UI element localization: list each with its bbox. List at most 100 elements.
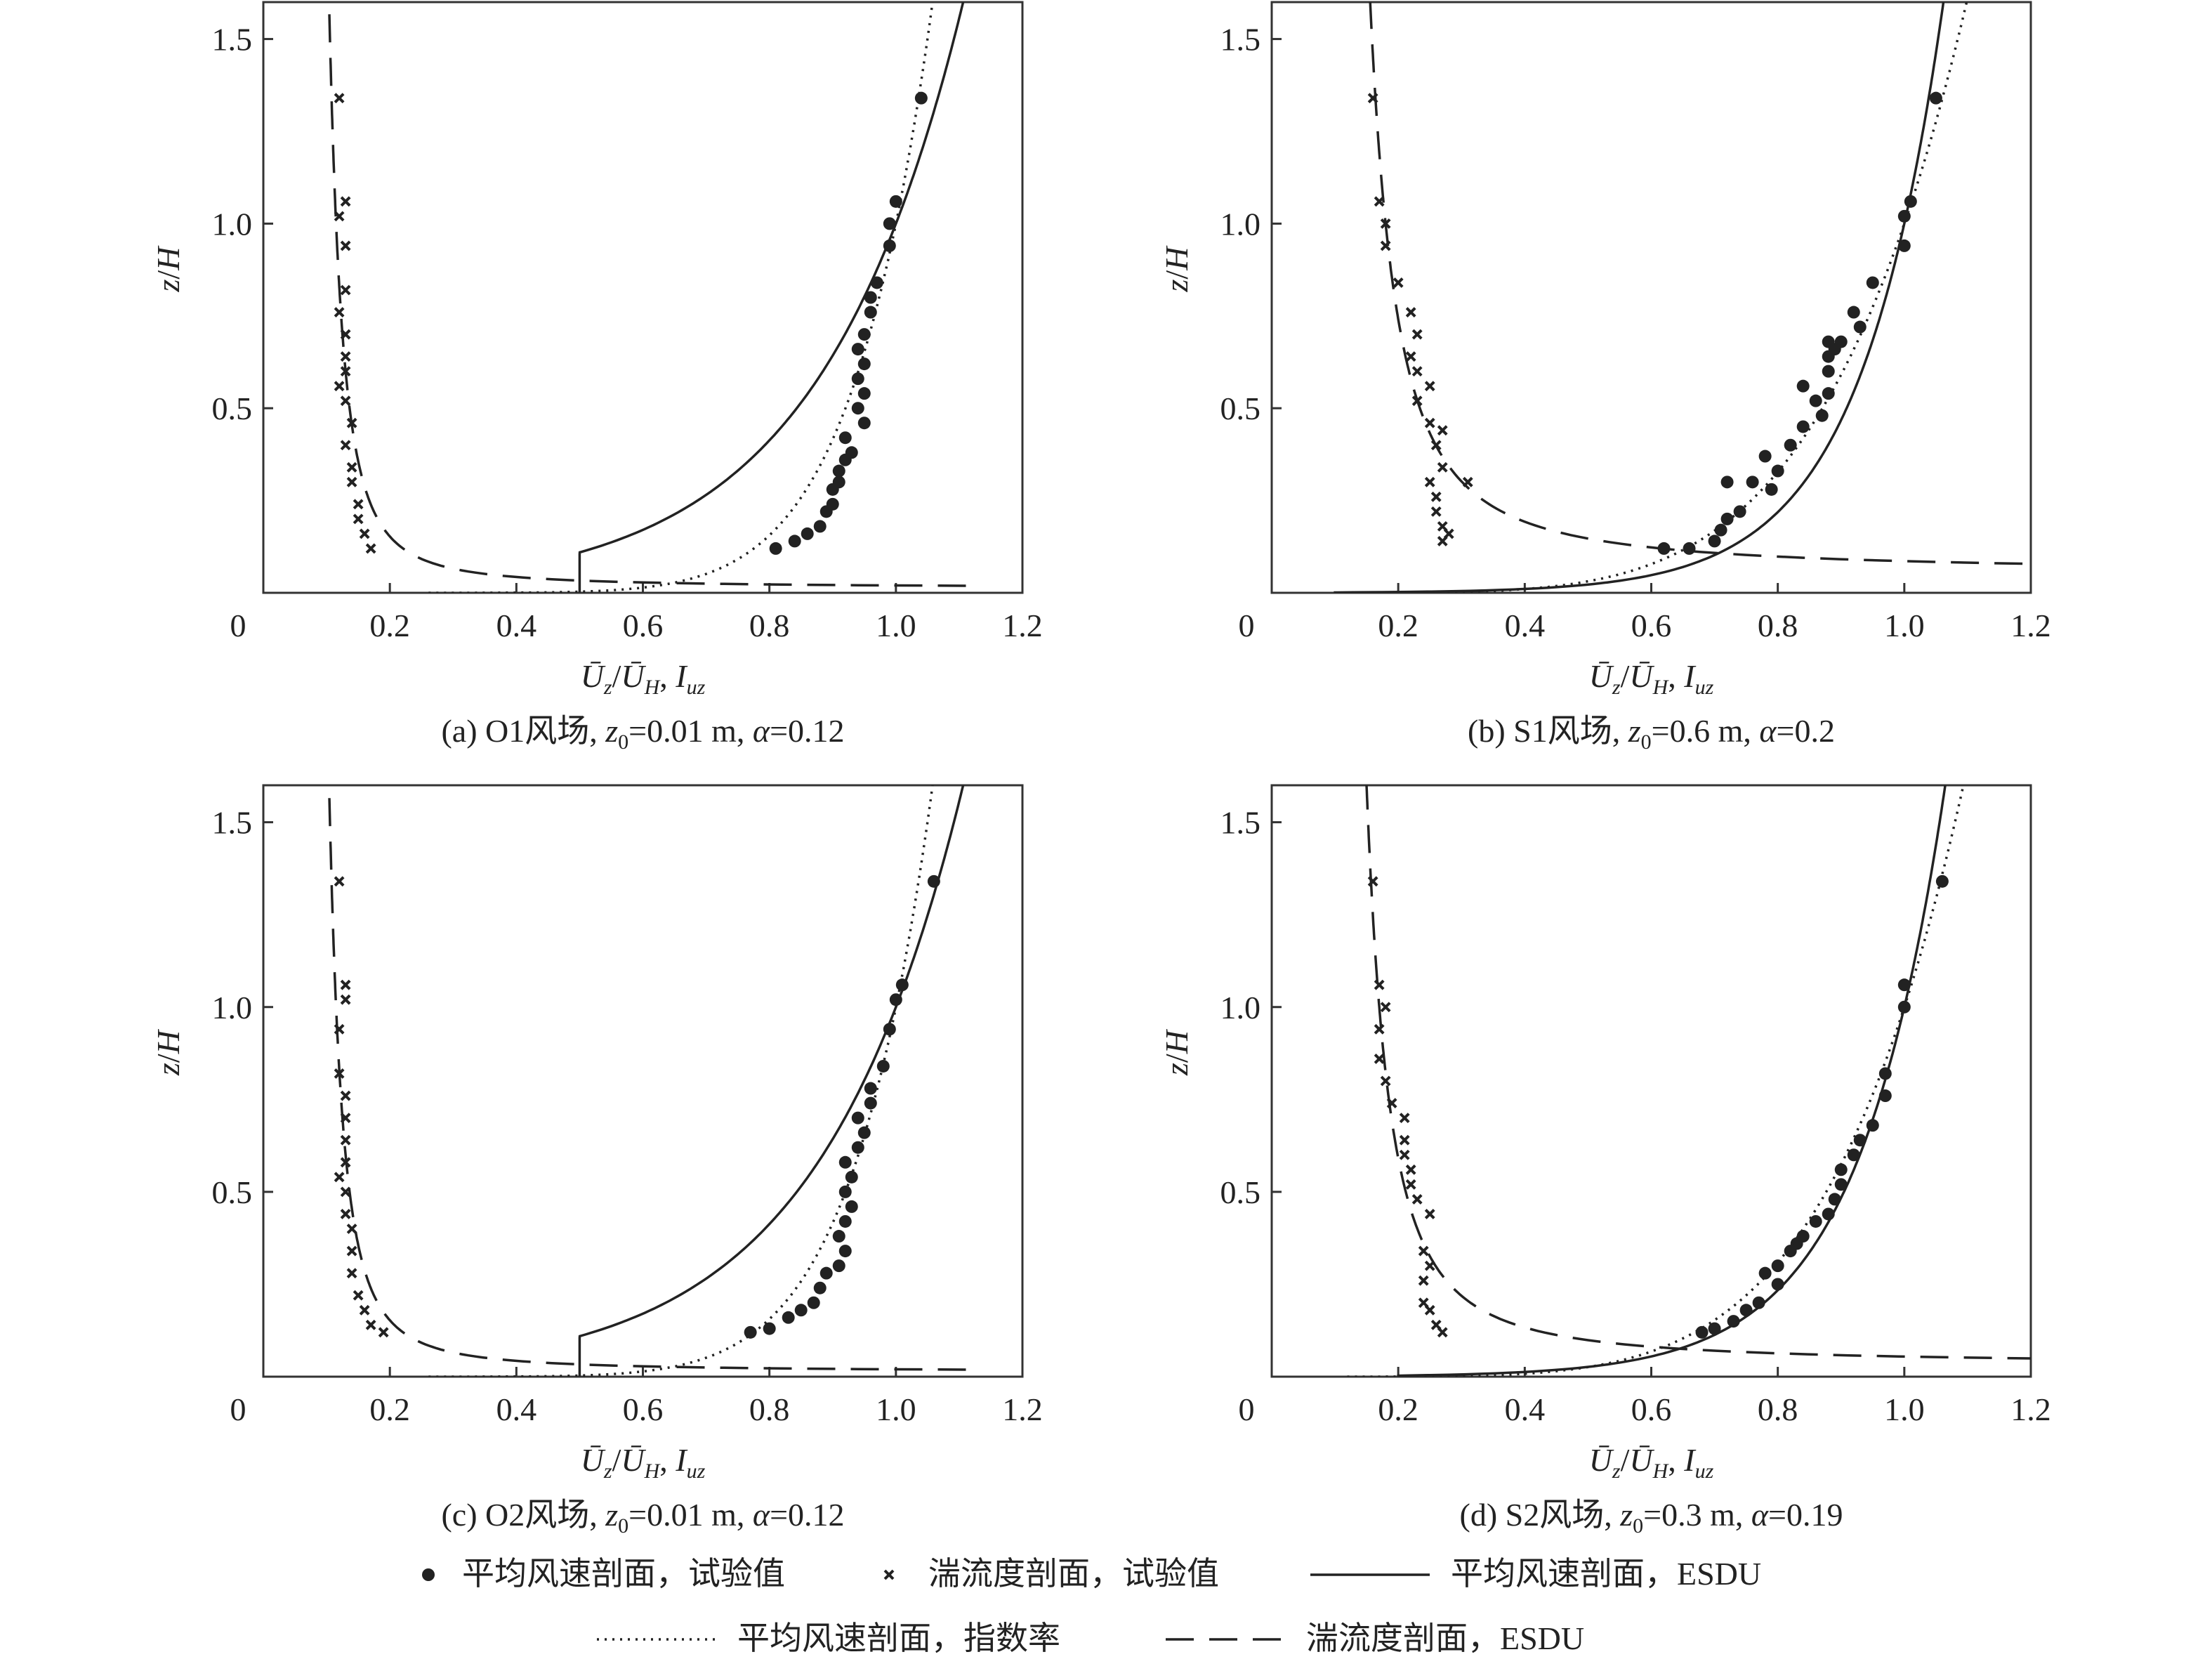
mean-speed-test-point (851, 402, 864, 415)
turbulence-test-point (334, 876, 345, 887)
y-tick-label: 1.0 (212, 990, 253, 1025)
y-axis-label: z/H (150, 245, 186, 293)
mean-speed-test-point (826, 497, 839, 511)
mean-speed-test-point (889, 195, 902, 208)
turbulence-test-point (1405, 307, 1416, 317)
turbulence-test-point (1437, 520, 1448, 532)
mean-speed-test-point (864, 1096, 877, 1110)
x-tick-label: 0.2 (1378, 608, 1418, 643)
x-tick-label: 1.0 (876, 608, 916, 643)
x-tick-label: 0.4 (496, 1391, 537, 1427)
turbulence-test-point (378, 1327, 389, 1338)
x-axis-label: Ūz/ŪH, Iuz (1589, 658, 1714, 699)
mean-speed-test-point (864, 291, 877, 304)
turbulence-test-point (1411, 366, 1423, 377)
mean-speed-test-point (832, 464, 845, 478)
mean-speed-test-point (832, 1230, 845, 1243)
mean-speed-test-point (744, 1325, 757, 1339)
turbulence-test-point (353, 499, 364, 510)
turbulence-test-point (353, 1290, 364, 1301)
turbulence-test-point (346, 1245, 357, 1257)
x-tick-label: 1.2 (2010, 1391, 2051, 1427)
turbulence-test-point (1424, 381, 1435, 392)
mean-speed-test-point (1720, 512, 1734, 525)
x-tick-label: 0.4 (1505, 608, 1546, 643)
mean-speed-test-point (819, 1266, 833, 1280)
y-axis-label: z/H (150, 1028, 186, 1076)
chart-panel-b: 0 0.2 0.4 0.6 0.8 1.0 1.2 0.5 1.0 1.5 z/H Ūz/ŪH, Iu… (1159, 1, 2051, 754)
turbulence-test-point (346, 461, 357, 473)
chart-panel-c: 0 0.2 0.4 0.6 0.8 1.0 1.2 0.5 1.0 1.5 z/H Ūz/ŪH, Iu… (150, 784, 1043, 1538)
mean-speed-test-point (864, 1082, 877, 1095)
turbulence-test-point (1374, 1023, 1385, 1035)
turbulence-test-point (334, 93, 345, 104)
mean-speed-test-point (883, 217, 896, 230)
y-axis-label: z/H (1159, 1028, 1194, 1076)
x-tick-label: 0.8 (749, 1391, 790, 1427)
mean-speed-test-point (851, 372, 864, 386)
turbulence-test-point (334, 1172, 345, 1183)
mean-speed-test-point (857, 417, 871, 430)
mean-speed-test-point (1765, 483, 1778, 496)
turbulence-test-point (1424, 417, 1435, 428)
turbulence-test-point (1430, 1319, 1442, 1330)
power-law-curve (428, 785, 934, 1377)
turbulence-test-point (1380, 1075, 1391, 1087)
mean-speed-test-point (1758, 1266, 1772, 1280)
mean-speed-test-point (851, 343, 864, 356)
power-law-curve (1347, 785, 1965, 1377)
x-tick-label: 0.6 (623, 1391, 664, 1427)
turbulence-test-point (340, 196, 351, 207)
chart-caption: (b) S1风场, z0=0.6 m, α=0.2 (1468, 713, 1835, 754)
turbulence-test-point (1399, 1113, 1410, 1124)
x-tick-label: 0.6 (623, 608, 664, 643)
mean-speed-test-point (1796, 379, 1810, 393)
turbulence-test-point (1424, 1209, 1435, 1219)
turbulence-test-point (1418, 1245, 1429, 1257)
turbulence-test-point (1393, 277, 1404, 288)
mean-speed-test-point (1822, 365, 1835, 378)
y-axis-label: z/H (1159, 245, 1194, 293)
plot-frame (262, 1, 1024, 594)
mean-speed-test-point (1929, 91, 1942, 105)
x-tick-label: 0.6 (1631, 1391, 1672, 1427)
plot-area (327, 785, 966, 1377)
mean-speed-test-point (1822, 335, 1835, 348)
mean-speed-test-point (845, 1200, 858, 1213)
mean-speed-test-point (807, 1296, 820, 1309)
mean-speed-test-point (769, 542, 782, 555)
mean-speed-test-point (857, 358, 871, 371)
turbulence-test-point (1430, 491, 1442, 502)
y-tick-label: 0.5 (1220, 1174, 1261, 1210)
x-tick-label: 0.2 (369, 1391, 410, 1427)
esdu-turbulence-curve (327, 2, 966, 587)
turbulence-test-point (340, 440, 351, 451)
turbulence-test-point (1405, 351, 1416, 362)
turbulence-test-point (340, 994, 351, 1005)
chart-panel-d: 0 0.2 0.4 0.6 0.8 1.0 1.2 0.5 1.0 1.5 z/H Ūz/ŪH, Iu… (1159, 784, 2051, 1538)
turbulence-test-point (340, 284, 351, 296)
x-tick-label: 1.0 (876, 1391, 916, 1427)
x-axis-label: Ūz/ŪH, Iuz (581, 1442, 706, 1483)
legend-item-dashed: 湍流度剖面，ESDU (1166, 1620, 1584, 1656)
mean-speed-test-point (788, 535, 801, 548)
mean-speed-test-point (1847, 306, 1860, 319)
plot-area (327, 2, 966, 593)
turbulence-test-point (346, 1224, 357, 1234)
chart-caption: (a) O1风场, z0=0.01 m, α=0.12 (441, 713, 844, 754)
x-tick-label: 1.2 (1002, 608, 1043, 643)
turbulence-test-point (340, 1186, 351, 1198)
y-tick-label: 1.5 (212, 22, 253, 58)
mean-speed-test-point (864, 306, 877, 319)
turbulence-test-point (346, 1268, 357, 1279)
turbulence-test-point (340, 979, 351, 990)
mean-speed-test-point (1727, 1315, 1740, 1328)
legend-label: 平均风速剖面，指数率 (737, 1620, 1060, 1656)
esdu-turbulence-curve (327, 785, 966, 1371)
mean-speed-test-point (838, 1245, 852, 1258)
chart-panels: 0 0.2 0.4 0.6 0.8 1.0 1.2 0.5 1.0 1.5 z/H Ūz/ŪH, Iu… (150, 1, 2051, 1538)
mean-speed-test-point (794, 1304, 808, 1317)
mean-speed-test-point (1815, 409, 1829, 422)
mean-speed-test-point (1822, 387, 1835, 400)
mean-speed-test-point (1809, 394, 1822, 407)
